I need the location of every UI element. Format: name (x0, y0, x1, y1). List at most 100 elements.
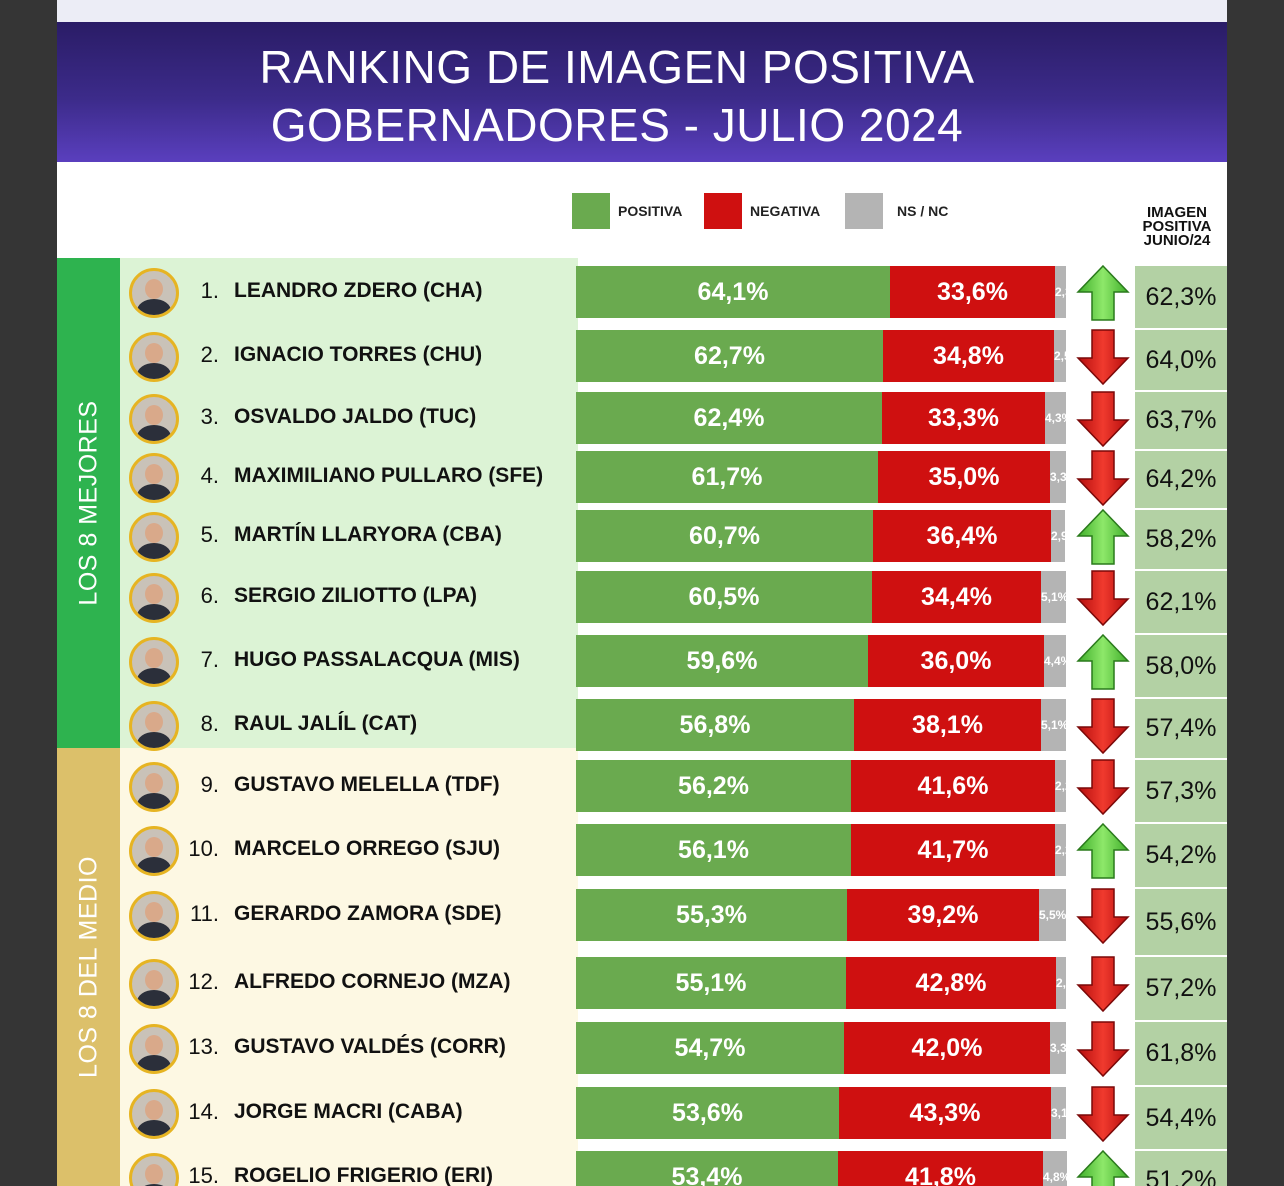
ranking-row: 15.ROGELIO FRIGERIO (ERI)53,4%41,8%4,8%5… (57, 1149, 1227, 1186)
left-backdrop (0, 0, 57, 1186)
stacked-bar: 55,1%42,8%2,1% (576, 957, 1066, 1009)
trend-up-arrow-icon (1076, 508, 1130, 565)
nsnc-segment: 4,8% (1043, 1151, 1067, 1186)
rank-number: 8. (200, 711, 219, 736)
legend-nsnc: NS / NC (845, 193, 948, 229)
ranking-row: 4. MAXIMILIANO PULLARO (SFE) 61,7% 35,0% 3,3… (57, 450, 1227, 508)
legend-swatch-positiva (572, 193, 610, 229)
nsnc-segment: 2,2% (1055, 824, 1066, 876)
junio-value: 62,1% (1135, 571, 1227, 633)
right-backdrop (1227, 0, 1284, 1186)
governor-name: IGNACIO TORRES (CHU) (234, 343, 483, 366)
trend-down-arrow-icon (1076, 329, 1130, 386)
nsnc-segment: 4,4% (1044, 635, 1066, 687)
stacked-bar: 53,4%41,8%4,8% (576, 1151, 1067, 1186)
junio-value: 55,6% (1135, 889, 1227, 955)
top-strip (57, 0, 1227, 22)
governor-name: ALFREDO CORNEJO (MZA) (234, 970, 511, 993)
negativa-segment: 34,4% (872, 571, 1041, 623)
positiva-segment: 55,3% (576, 889, 847, 941)
trend-down-arrow-icon (1076, 956, 1130, 1013)
rank-number: 4. (200, 463, 219, 488)
governor-name: MARCELO ORREGO (SJU) (234, 837, 501, 860)
trend-down-arrow-icon (1076, 391, 1130, 448)
legend-positiva: POSITIVA (572, 193, 682, 229)
infographic: RANKING DE IMAGEN POSITIVA GOBERNADORES … (57, 0, 1227, 1186)
positiva-segment: 61,7% (576, 451, 878, 503)
negativa-segment: 42,0% (844, 1022, 1050, 1074)
name-band (120, 258, 578, 748)
rank-number: 10. (188, 836, 219, 861)
negativa-segment: 39,2% (847, 889, 1039, 941)
governor-avatar (129, 959, 179, 1009)
ranking-row: 1. LEANDRO ZDERO (CHA) 64,1%33,6%2,3% 62,3% (57, 264, 1227, 328)
governor-name: MAXIMILIANO PULLARO (SFE) (234, 464, 544, 487)
ranking-row: 8. RAUL JALÍL (CAT) 56,8% 38,1% 5,1% 57,4% (57, 698, 1227, 758)
trend-up-arrow-icon (1076, 822, 1130, 879)
junio-value: 57,4% (1135, 699, 1227, 758)
junio-value: 58,2% (1135, 510, 1227, 569)
stacked-bar: 62,4%33,3%4,3% (576, 392, 1066, 444)
legend-negativa: NEGATIVA (704, 193, 820, 229)
rank-number: 9. (200, 772, 219, 797)
trend-down-arrow-icon (1076, 450, 1130, 507)
stacked-bar: 53,6%43,3%3,1% (576, 1087, 1066, 1139)
stacked-bar: 54,7%42,0%3,3% (576, 1022, 1066, 1074)
governor-name: LEANDRO ZDERO (CHA) (234, 279, 483, 302)
governor-avatar (129, 512, 179, 562)
nsnc-segment: 2,9% (1051, 510, 1065, 562)
ranking-row: 10. MARCELO ORREGO (SJU) 56,1%41,7%2,2% 54,… (57, 822, 1227, 887)
junio-value: 54,4% (1135, 1087, 1227, 1149)
negativa-segment: 33,6% (890, 266, 1055, 318)
governor-avatar (129, 1089, 179, 1139)
negativa-segment: 35,0% (878, 451, 1050, 503)
group-label-bar: LOS 8 MEJORES (57, 258, 120, 748)
positiva-segment: 62,7% (576, 330, 883, 382)
legend-label-negativa: NEGATIVA (750, 203, 821, 219)
legend-label-nsnc: NS / NC (897, 203, 949, 219)
negativa-segment: 36,0% (868, 635, 1044, 687)
negativa-segment: 41,8% (838, 1151, 1043, 1186)
rank-number: 3. (200, 404, 219, 429)
positiva-segment: 60,7% (576, 510, 873, 562)
positiva-segment: 62,4% (576, 392, 882, 444)
junio-header-line-3: JUNIO/24 (1143, 232, 1211, 249)
negativa-segment: 41,6% (851, 760, 1055, 812)
ranking-row: 11. GERARDO ZAMORA (SDE) 55,3% 39,2% 5,5% 55,… (57, 888, 1227, 955)
positiva-segment: 56,8% (576, 699, 854, 751)
positiva-segment: 64,1% (576, 266, 890, 318)
junio-value: 61,8% (1135, 1022, 1227, 1085)
junio-value: 51,2% (1135, 1151, 1227, 1186)
governor-avatar (129, 573, 179, 623)
stacked-bar: 56,8% 38,1% 5,1% (576, 699, 1066, 751)
stacked-bar: 55,3% 39,2% 5,5% (576, 889, 1066, 941)
junio-header-line-2: POSITIVA (1142, 218, 1212, 235)
rank-number: 15. (188, 1163, 219, 1186)
ranking-row: 5. MARTÍN LLARYORA (CBA) 60,7%36,4%2,9% 58,… (57, 508, 1227, 569)
rank-number: 11. (190, 901, 219, 926)
positiva-segment: 56,2% (576, 760, 851, 812)
governor-avatar (129, 453, 179, 503)
governor-name: SERGIO ZILIOTTO (LPA) (234, 584, 478, 607)
governor-name: HUGO PASSALACQUA (MIS) (234, 648, 520, 671)
governor-avatar (129, 1153, 179, 1186)
stacked-bar: 62,7%34,8%2,5% (576, 330, 1066, 382)
governor-name: OSVALDO JALDO (TUC) (234, 405, 477, 428)
trend-down-arrow-icon (1076, 570, 1130, 627)
nsnc-segment: 2,1% (1056, 957, 1066, 1009)
junio-value: 64,2% (1135, 451, 1227, 508)
governor-avatar (129, 891, 179, 941)
trend-down-arrow-icon (1076, 1086, 1130, 1143)
ranking-row: 14. JORGE MACRI (CABA) 53,6%43,3%3,1% 54,4% (57, 1086, 1227, 1149)
group-label-bar: LOS 8 DEL MEDIO (57, 748, 120, 1186)
junio-value: 62,3% (1135, 266, 1227, 328)
ranking-row: 3. OSVALDO JALDO (TUC) 62,4%33,3%4,3% 63,7% (57, 391, 1227, 449)
stacked-bar: 56,2%41,6%2,2% (576, 760, 1066, 812)
stacked-bar: 56,1%41,7%2,2% (576, 824, 1066, 876)
negativa-segment: 41,7% (851, 824, 1055, 876)
ranking-row: 9. GUSTAVO MELELLA (TDF) 56,2%41,6%2,2% 57,… (57, 759, 1227, 822)
governor-name: GUSTAVO MELELLA (TDF) (234, 773, 500, 796)
ranking-row: 7. HUGO PASSALACQUA (MIS) 59,6%36,0%4,4% 58… (57, 633, 1227, 697)
title-banner: RANKING DE IMAGEN POSITIVA GOBERNADORES … (57, 22, 1227, 162)
positiva-segment: 53,4% (576, 1151, 838, 1186)
